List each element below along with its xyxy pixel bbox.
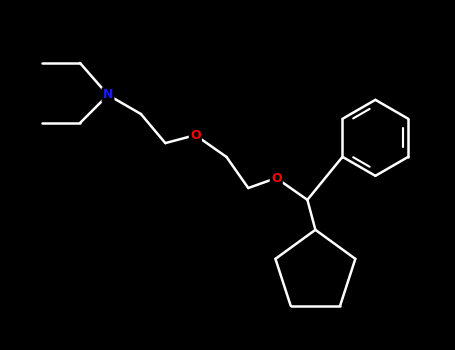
Text: O: O: [190, 128, 201, 142]
Text: O: O: [271, 172, 282, 184]
Text: N: N: [103, 89, 113, 101]
